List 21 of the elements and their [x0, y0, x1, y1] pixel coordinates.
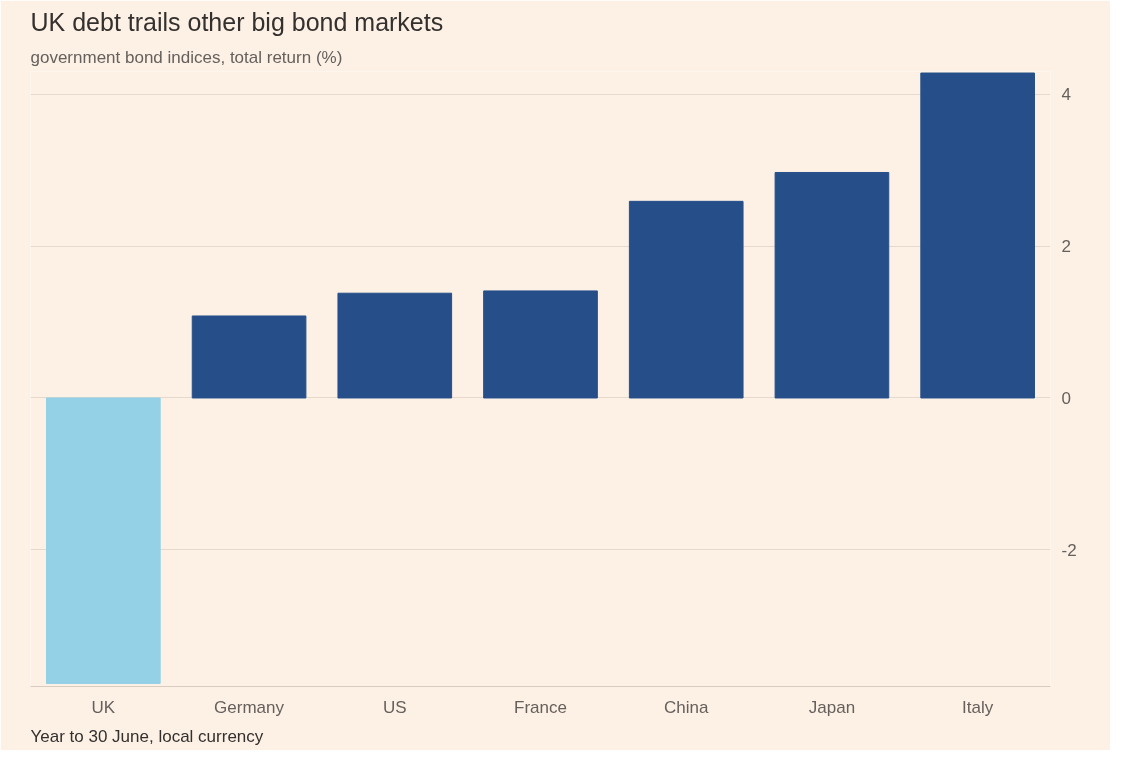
y-tick-label: 2: [1061, 237, 1071, 257]
bar: [46, 397, 161, 684]
y-tick-label: 4: [1061, 85, 1071, 105]
bar: [483, 290, 598, 399]
chart-subtitle: government bond indices, total return (%): [30, 47, 343, 67]
y-tick-label: 0: [1061, 388, 1071, 408]
bar: [628, 200, 744, 399]
y-tick-label: -2: [1061, 540, 1077, 560]
x-tick-label: Japan: [808, 697, 856, 717]
bar: [920, 72, 1035, 399]
x-tick-label: Italy: [962, 697, 994, 717]
bar: [337, 292, 453, 399]
bar: [774, 171, 890, 399]
x-tick-label: China: [664, 697, 709, 717]
text: Year to 30 June, local currency: [30, 726, 264, 746]
x-tick-label: Germany: [214, 697, 285, 717]
x-tick-label: France: [514, 697, 567, 717]
bar: [191, 315, 307, 399]
x-tick-label: US: [382, 697, 407, 717]
chart-title: UK debt trails other big bond markets: [30, 7, 444, 36]
x-tick-label: UK: [91, 697, 116, 717]
